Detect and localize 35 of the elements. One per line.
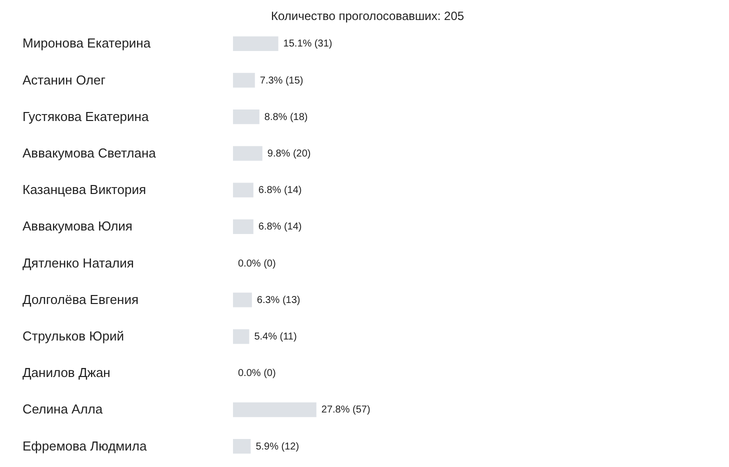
data-label: 8.8% (18) <box>264 112 308 123</box>
text: Количество проголосовавших: 205 <box>270 9 464 23</box>
bar <box>233 292 252 308</box>
data-label: 7.3% (15) <box>260 75 304 86</box>
data-label: 9.8% (20) <box>267 148 311 160</box>
y-tick-label: Долголёва Евгения <box>22 292 139 307</box>
bar <box>233 402 316 418</box>
y-tick-label: Ефремова Людмила <box>22 438 148 454</box>
bar <box>233 72 255 88</box>
bar <box>233 439 251 454</box>
data-label: 6.8% (14) <box>258 222 302 233</box>
y-tick-label: Аввакумова Светлана <box>22 145 157 160</box>
y-tick-label: Миронова Екатерина <box>22 36 152 51</box>
y-tick-label: Астанин Олег <box>22 72 106 88</box>
y-tick-label: Густякова Екатерина <box>22 108 150 124</box>
data-label: 15.1% (31) <box>283 38 332 50</box>
data-label: 0.0% (0) <box>238 258 276 270</box>
bar <box>233 219 254 234</box>
y-tick-label: Дятленко Наталия <box>22 255 134 270</box>
data-label: 6.3% (13) <box>256 294 300 306</box>
y-tick-label: Данилов Джан <box>22 365 110 380</box>
data-label: 27.8% (57) <box>321 404 370 416</box>
data-label: 5.9% (12) <box>256 441 300 452</box>
data-label: 0.0% (0) <box>238 368 276 380</box>
data-label: 6.8% (14) <box>258 185 302 196</box>
y-tick-label: Струльков Юрий <box>22 328 124 344</box>
bar <box>233 110 260 124</box>
bar <box>233 146 262 161</box>
bar <box>233 36 278 51</box>
y-tick-label: Селина Алла <box>22 402 104 417</box>
bar <box>233 329 250 344</box>
y-tick-label: Аввакумова Юлия <box>22 218 132 234</box>
data-label: 5.4% (11) <box>254 332 297 343</box>
y-tick-label: Казанцева Виктория <box>22 182 146 198</box>
bar <box>233 182 254 198</box>
